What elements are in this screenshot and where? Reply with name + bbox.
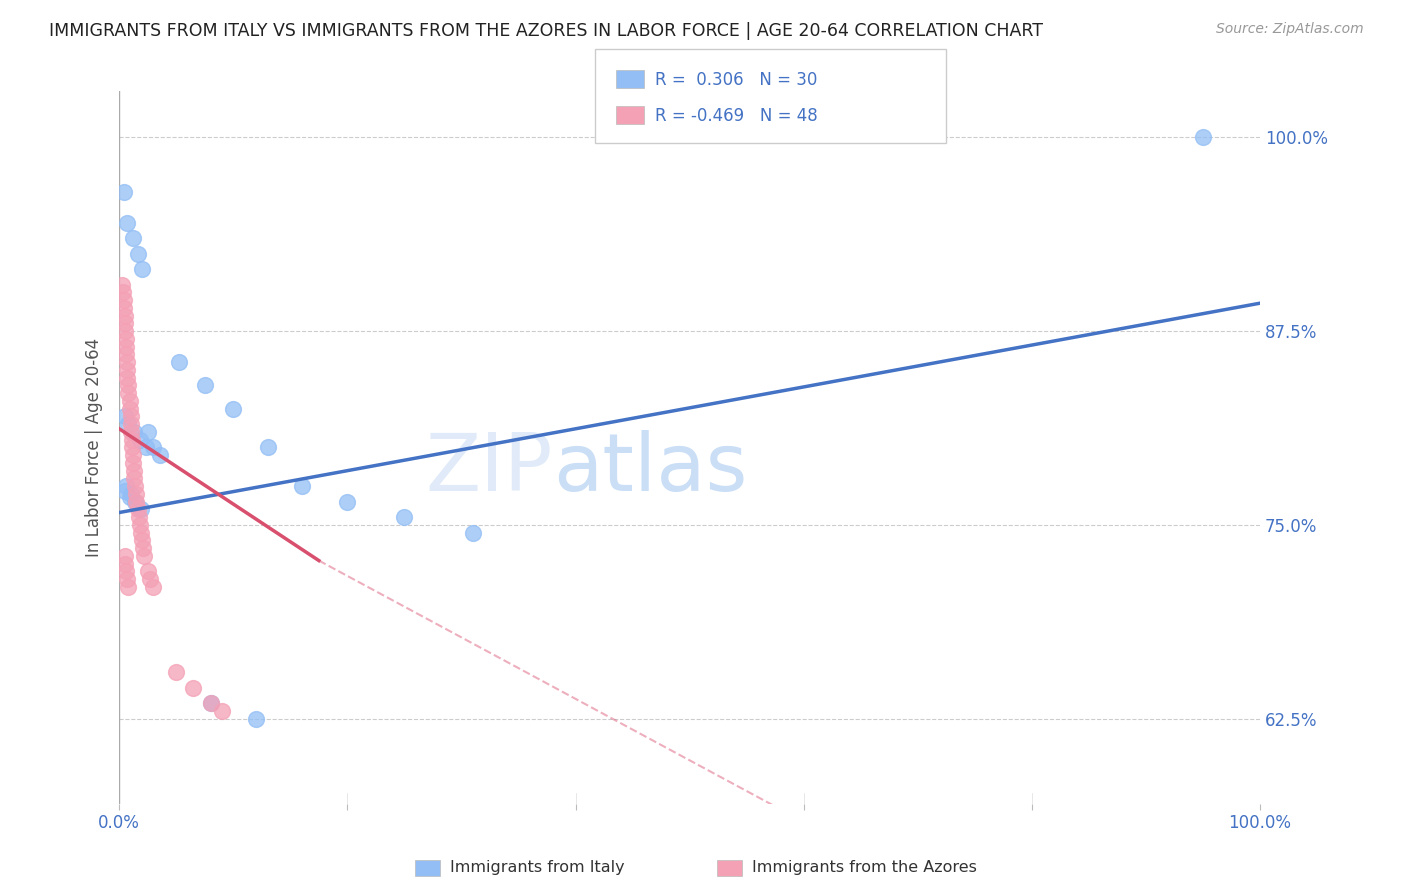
Point (125, 487, 148, 501)
Point (256, 441, 278, 455)
Point (124, 479, 146, 493)
Point (125, 494, 148, 508)
Point (136, 565, 159, 579)
Point (167, 355, 190, 369)
Point (117, 417, 139, 432)
Point (291, 479, 314, 493)
Point (121, 433, 143, 447)
Point (131, 262, 153, 277)
Point (117, 572, 139, 586)
Point (222, 401, 245, 416)
Point (194, 378, 217, 392)
Point (115, 347, 138, 361)
Point (200, 696, 222, 710)
Point (122, 425, 145, 439)
Point (134, 441, 156, 455)
Point (122, 231, 145, 245)
Text: R =  0.306   N = 30: R = 0.306 N = 30 (655, 71, 817, 89)
Point (120, 425, 142, 439)
Point (142, 441, 165, 455)
Point (115, 565, 138, 579)
Point (127, 502, 149, 516)
Point (118, 401, 141, 416)
Point (111, 285, 134, 300)
Point (129, 525, 152, 540)
Point (115, 332, 138, 346)
Point (122, 471, 145, 485)
Point (114, 483, 136, 498)
Point (128, 517, 150, 532)
Point (114, 557, 136, 571)
Point (118, 393, 141, 408)
Point (117, 386, 139, 401)
Point (394, 510, 416, 524)
Text: atlas: atlas (553, 430, 747, 508)
Point (115, 479, 138, 493)
Point (112, 293, 135, 307)
Point (461, 525, 484, 540)
Text: Source: ZipAtlas.com: Source: ZipAtlas.com (1216, 22, 1364, 37)
Point (117, 378, 139, 392)
Point (120, 417, 142, 432)
Y-axis label: In Labor Force | Age 20-64: In Labor Force | Age 20-64 (86, 338, 103, 557)
Point (136, 425, 159, 439)
Point (131, 533, 153, 548)
Point (124, 494, 146, 508)
Text: Immigrants from Italy: Immigrants from Italy (450, 860, 624, 874)
Point (117, 370, 139, 384)
Point (114, 409, 136, 424)
Point (183, 681, 205, 695)
Point (114, 549, 136, 563)
Point (110, 277, 132, 292)
Point (129, 502, 152, 516)
Point (117, 216, 139, 230)
Point (139, 572, 162, 586)
Point (336, 494, 359, 508)
Point (120, 409, 142, 424)
Point (112, 301, 135, 315)
Point (118, 490, 141, 504)
Text: R = -0.469   N = 48: R = -0.469 N = 48 (655, 107, 818, 125)
Point (245, 712, 267, 726)
Point (1192, 130, 1215, 145)
Point (165, 665, 187, 680)
Point (114, 324, 136, 338)
Point (122, 464, 145, 478)
Point (142, 580, 165, 594)
Point (117, 355, 139, 369)
Point (120, 487, 142, 501)
Point (117, 363, 139, 377)
Point (128, 510, 150, 524)
Point (117, 580, 139, 594)
Point (121, 441, 143, 455)
Point (122, 456, 145, 470)
Point (149, 448, 172, 462)
Text: Immigrants from the Azores: Immigrants from the Azores (752, 860, 977, 874)
Point (200, 696, 222, 710)
Point (132, 541, 155, 556)
Point (134, 549, 156, 563)
Point (114, 317, 136, 331)
Point (211, 704, 233, 718)
Point (122, 448, 145, 462)
Point (115, 340, 138, 354)
Point (114, 309, 136, 323)
Point (128, 433, 150, 447)
Text: IMMIGRANTS FROM ITALY VS IMMIGRANTS FROM THE AZORES IN LABOR FORCE | AGE 20-64 C: IMMIGRANTS FROM ITALY VS IMMIGRANTS FROM… (49, 22, 1043, 40)
Text: ZIP: ZIP (426, 430, 553, 508)
Point (127, 246, 149, 260)
Point (112, 185, 135, 199)
